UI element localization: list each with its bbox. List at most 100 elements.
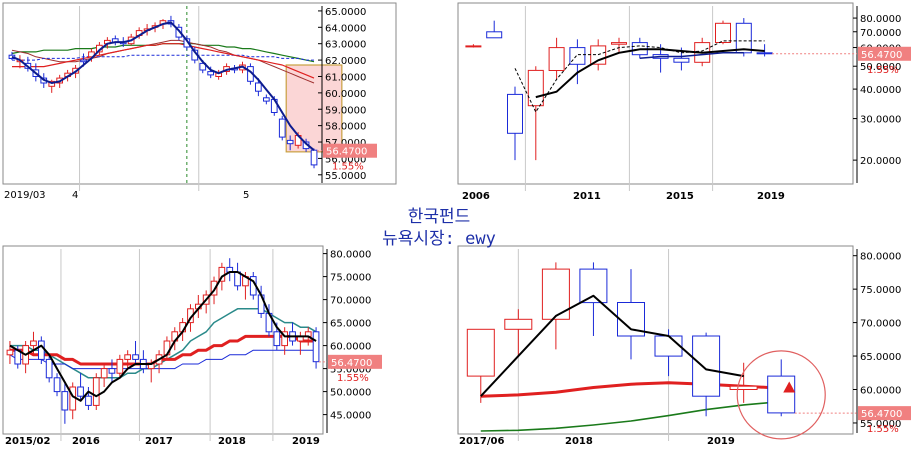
weekly-chart: 80.0000 75.0000 70.0000 65.0000 60.0000 55.00… [5,249,382,447]
yearly-y-tick-label: 30.0000 [860,115,901,126]
title-line1: 한국펀드 [408,207,471,227]
weekly-current-price: 56.4700 [331,358,372,369]
weekly-x-label: 2019 [292,436,320,447]
yearly-x-label: 2006 [462,191,490,202]
quarterly-current-price: 56.4700 [861,409,902,420]
daily-y-tick-label: 64.0000 [325,23,366,34]
weekly-y-tick-label: 55.0000 [330,365,371,376]
weekly-candle [77,386,84,397]
quarterly-highlight-circle [736,350,826,440]
weekly-frame [2,245,324,435]
weekly-candle [281,331,288,347]
quarterly-candle [692,335,721,397]
yearly-chart: 80.000070.000060.000050.000040.000030.00… [462,6,911,202]
yearly-current-price: 56.4700 [861,50,902,61]
weekly-candle [61,391,69,411]
quarterly-y-tick-label: 65.0000 [860,352,901,363]
daily-candle [199,62,207,71]
weekly-change-pct: 1.55% [337,373,369,384]
quarterly-y-tick-label: 70.0000 [860,319,901,330]
yearly-candle [756,52,773,55]
weekly-y-tick-label: 65.0000 [330,319,371,330]
weekly-candle [116,358,124,374]
daily-y-tick-label: 57.0000 [325,138,366,149]
daily-candle [286,139,294,145]
yearly-candle [507,93,523,134]
daily-y-tick-label: 61.0000 [325,72,366,83]
weekly-candle [38,340,45,360]
quarterly-change-pct: 1.55% [867,424,899,435]
daily-candle [8,54,16,60]
yearly-y-tick-label: 80.0000 [860,14,901,25]
yearly-trend-dash [514,40,765,113]
weekly-candle [30,340,37,347]
daily-y-tick-label: 56.0000 [325,154,366,165]
daily-x-label: 5 [243,190,249,201]
weekly-ma-teal [9,308,317,379]
quarterly-candle [504,318,533,330]
quarterly-price-box [858,406,911,421]
weekly-y-tick-label: 70.0000 [330,296,371,307]
weekly-candle [6,349,14,356]
quarterly-x-label: 2018 [565,436,593,447]
weekly-candle [85,395,92,406]
quarterly-x-label: 2017/06 [459,436,504,447]
yearly-y-tick-label: 20.0000 [860,156,901,167]
yearly-candle [548,47,565,71]
quarterly-candle [654,335,683,357]
weekly-y-tick-label: 80.0000 [330,250,371,261]
quarterly-candle [466,328,495,377]
daily-chart: 65.0000 64.0000 63.0000 62.0000 61.0000 60.00… [4,6,377,201]
daily-candle [175,26,183,38]
weekly-candle [210,280,218,296]
weekly-candle [53,377,61,393]
daily-y-tick-label: 60.0000 [325,89,366,100]
weekly-candle [132,354,139,360]
daily-y-tick-label: 63.0000 [325,40,366,51]
daily-x-label: 4 [72,190,78,201]
weekly-trend-black [9,271,317,402]
weekly-x-label: 2015/02 [5,436,50,447]
yearly-y-tick-label: 40.0000 [860,85,901,96]
weekly-y-tick-label: 60.0000 [330,342,371,353]
yearly-frame [457,2,854,185]
daily-ma-red [12,43,315,79]
yearly-candle [611,42,627,45]
quarterly-ma-red [480,381,782,398]
daily-current-price: 56.4700 [326,147,367,158]
quarterly-candle [767,375,796,414]
weekly-candle [108,368,116,374]
weekly-y-tick-label: 45.0000 [330,411,371,422]
weekly-price-box [328,354,382,369]
yearly-candle [569,47,586,65]
title-line2: 뉴욕시장: ewy [382,229,496,249]
daily-ma-green [11,43,315,63]
daily-change-pct: 1.55% [332,162,364,173]
daily-candle [278,118,286,138]
weekly-candle [100,368,108,379]
daily-ma-darkred [11,39,315,84]
weekly-ma-blue [9,349,317,370]
quarterly-ma-green [480,400,782,432]
weekly-candle [312,331,320,363]
weekly-ma-red [9,334,317,366]
daily-trend-line [11,21,315,151]
daily-price-box [323,143,377,158]
quarterly-candle [729,385,758,391]
quarterly-chart: 80.0000 75.0000 70.0000 65.0000 60.0000 55.00… [459,249,911,447]
daily-candle [310,149,318,166]
daily-candle [80,59,87,63]
quarterly-y-tick-label: 75.0000 [860,285,901,296]
yearly-x-label: 2011 [573,191,601,202]
quarterly-trend-black [480,294,744,397]
yearly-candle [486,31,503,39]
daily-candle [263,97,270,102]
weekly-candle [273,331,281,347]
yearly-x-label: 2015 [666,191,694,202]
weekly-x-label: 2016 [72,436,100,447]
quarterly-y-tick-label: 80.0000 [860,252,901,263]
quarterly-y-tick-label: 60.0000 [860,386,901,397]
weekly-y-tick-label: 50.0000 [330,388,371,399]
daily-frame [2,2,397,185]
